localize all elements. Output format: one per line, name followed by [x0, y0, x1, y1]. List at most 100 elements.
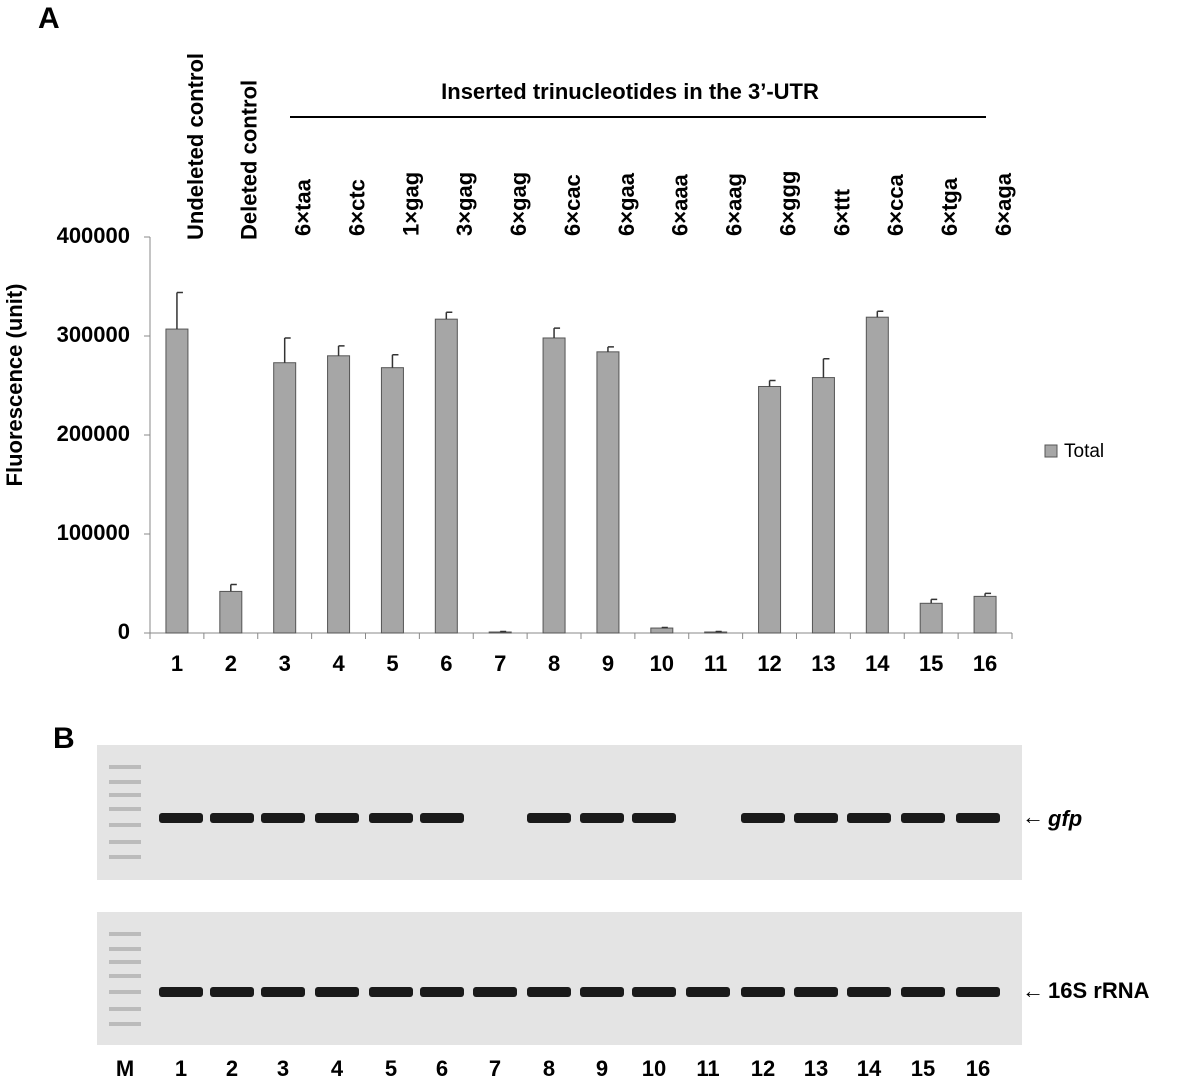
- band: [315, 813, 359, 823]
- panel-label: A: [38, 2, 60, 35]
- lane-label: 7: [489, 1056, 501, 1081]
- band: [901, 813, 945, 823]
- lane-label: 13: [804, 1056, 828, 1081]
- marker-band: [109, 1022, 141, 1026]
- x-tick-label: 9: [602, 651, 614, 676]
- band: [159, 813, 203, 823]
- bar: [596, 351, 620, 634]
- top-label: 6×aaa: [668, 173, 693, 236]
- top-label: 6×ctc: [344, 179, 369, 236]
- bar: [165, 328, 189, 634]
- error-bar: [176, 291, 183, 330]
- top-label: Undeleted control: [183, 53, 208, 240]
- x-tick-label: 6: [440, 651, 452, 676]
- band: [847, 987, 891, 997]
- marker-band: [109, 947, 141, 951]
- lane-label: 2: [226, 1056, 238, 1081]
- lane-label: 12: [751, 1056, 775, 1081]
- lane-label: 4: [331, 1056, 344, 1081]
- top-label: 6×cac: [560, 174, 585, 236]
- gel-label: gfp: [1047, 806, 1082, 831]
- band: [261, 987, 305, 997]
- marker-band: [109, 990, 141, 994]
- gel: [97, 912, 1022, 1045]
- x-tick-label: 12: [757, 651, 781, 676]
- marker-band: [109, 855, 141, 859]
- error-bar: [230, 583, 237, 592]
- band: [794, 987, 838, 997]
- x-tick-label: 14: [865, 651, 890, 676]
- top-label: 6×ttt: [829, 188, 854, 236]
- lane-label: 6: [436, 1056, 448, 1081]
- error-bar: [822, 358, 830, 378]
- x-tick-label: 4: [332, 651, 345, 676]
- band: [741, 813, 785, 823]
- top-label: 6×ggg: [775, 171, 800, 236]
- top-label: 6×cca: [883, 173, 908, 236]
- bar: [973, 595, 997, 634]
- bar: [919, 602, 943, 634]
- arrow: ←: [1022, 978, 1044, 1003]
- x-tick-label: 8: [548, 651, 560, 676]
- x-tick-label: 16: [973, 651, 997, 676]
- lane-label: 8: [543, 1056, 555, 1081]
- marker-band: [109, 765, 141, 769]
- top-label: 6×taa: [291, 178, 316, 236]
- top-label: 1×gag: [398, 172, 423, 236]
- lane-label: M: [116, 1056, 134, 1081]
- lane-label: 11: [696, 1056, 719, 1081]
- bar: [865, 316, 889, 634]
- band: [527, 987, 571, 997]
- band: [210, 813, 254, 823]
- lane-label: 5: [385, 1056, 397, 1081]
- error-bar: [391, 354, 399, 368]
- lane-label: 14: [857, 1056, 882, 1081]
- band: [794, 813, 838, 823]
- error-bar: [445, 311, 453, 320]
- band: [527, 813, 571, 823]
- legend-swatch: [1044, 444, 1058, 458]
- band: [261, 813, 305, 823]
- x-tick-label: 2: [225, 651, 237, 676]
- error-bar: [876, 310, 884, 318]
- x-tick-label: 1: [171, 651, 183, 676]
- gel-label: 16S rRNA: [1048, 978, 1150, 1003]
- top-label: 3×gag: [452, 172, 477, 236]
- bar: [434, 318, 458, 634]
- band: [741, 987, 785, 997]
- band: [159, 987, 203, 997]
- band: [210, 987, 254, 997]
- lane-label: 16: [966, 1056, 990, 1081]
- marker-band: [109, 823, 141, 827]
- marker-band: [109, 960, 141, 964]
- band: [473, 987, 517, 997]
- error-bar: [984, 592, 992, 597]
- x-tick-label: 3: [279, 651, 291, 676]
- bar: [219, 590, 243, 634]
- bar: [380, 367, 404, 634]
- x-tick-label: 11: [704, 651, 727, 676]
- error-bar: [607, 346, 614, 352]
- x-tick-label: 7: [494, 651, 506, 676]
- band: [956, 813, 1000, 823]
- band: [580, 987, 624, 997]
- bar: [758, 385, 782, 634]
- top-label: 6×gaa: [614, 172, 639, 236]
- error-bar: [553, 327, 561, 338]
- band: [847, 813, 891, 823]
- panel-label: B: [53, 722, 75, 755]
- band: [369, 987, 413, 997]
- band: [420, 987, 464, 997]
- bar: [273, 362, 297, 634]
- marker-band: [109, 974, 141, 978]
- y-tick-label: 100000: [57, 520, 130, 545]
- header: Inserted trinucleotides in the 3’-UTR: [441, 79, 819, 104]
- error-bar: [337, 345, 345, 356]
- arrow: ←: [1022, 804, 1044, 829]
- band: [420, 813, 464, 823]
- x-tick-label: 13: [811, 651, 835, 676]
- band: [315, 987, 359, 997]
- band: [901, 987, 945, 997]
- lane-label: 1: [175, 1056, 187, 1081]
